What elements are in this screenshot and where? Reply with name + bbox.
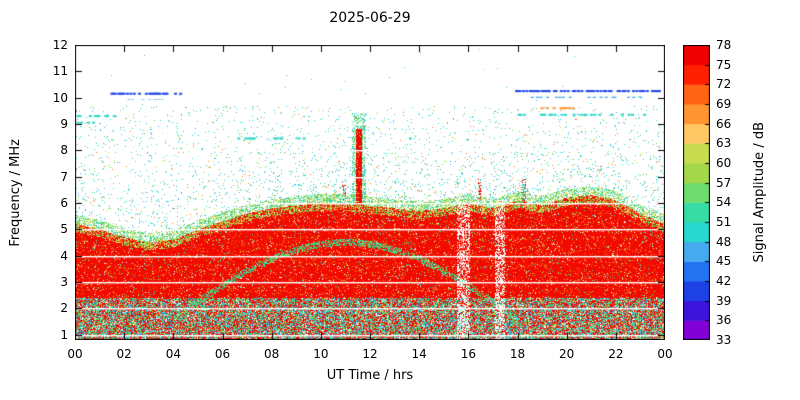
x-tick-label: 12: [362, 347, 378, 361]
spectrogram-heatmap: [75, 45, 665, 340]
x-tick-label: 10: [313, 347, 329, 361]
y-tick-label: 6: [60, 196, 68, 211]
colorbar-tick-label: 69: [716, 97, 732, 111]
x-tick-label: 22: [608, 347, 624, 361]
y-tick-label: 5: [60, 222, 68, 237]
y-tick-label: 10: [52, 90, 68, 105]
y-tick-label: 9: [60, 117, 68, 132]
y-tick-label: 7: [60, 169, 68, 184]
colorbar-tick-label: 75: [716, 57, 732, 72]
x-tick-label: 08: [264, 347, 280, 361]
y-tick-label: 3: [60, 275, 68, 290]
y-tick-label: 8: [60, 143, 68, 158]
colorbar-tick-label: 51: [716, 215, 732, 229]
y-tick-label: 12: [52, 38, 68, 52]
colorbar-tick-label: 45: [716, 254, 732, 269]
colorbar-tick-label: 72: [716, 77, 732, 92]
chart-title: 2025-06-29: [329, 10, 411, 26]
x-tick-label: 00: [657, 347, 673, 361]
colorbar-tick-label: 66: [716, 116, 732, 131]
colorbar: [683, 45, 710, 340]
y-tick-label: 11: [52, 64, 68, 79]
x-tick-label: 06: [214, 347, 231, 361]
colorbar-tick-label: 33: [716, 333, 732, 347]
x-tick-label: 02: [116, 347, 132, 361]
colorbar-tick-label: 78: [716, 38, 732, 52]
colorbar-tick-label: 57: [716, 175, 732, 190]
x-tick-label: 16: [460, 347, 476, 361]
colorbar-tick-label: 54: [716, 195, 732, 210]
colorbar-tick-label: 39: [716, 293, 732, 308]
x-tick-label: 14: [411, 347, 427, 361]
y-tick-label: 4: [60, 248, 68, 263]
x-axis-label: UT Time / hrs: [326, 368, 414, 383]
y-tick-label: 1: [60, 327, 68, 342]
colorbar-tick-label: 63: [716, 136, 732, 151]
colorbar-tick-label: 36: [716, 313, 732, 328]
x-tick-label: 20: [559, 347, 575, 361]
x-tick-label: 04: [165, 347, 181, 361]
colorbar-tick-label: 60: [716, 156, 732, 170]
colorbar-label: Signal Amplitude / dB: [751, 122, 767, 263]
x-tick-label: 18: [509, 347, 526, 361]
x-tick-label: 00: [67, 347, 83, 361]
y-axis-label: Frequency / MHz: [7, 138, 23, 247]
y-tick-label: 2: [60, 301, 68, 316]
colorbar-tick-label: 48: [716, 234, 732, 249]
colorbar-tick-label: 42: [716, 274, 732, 288]
